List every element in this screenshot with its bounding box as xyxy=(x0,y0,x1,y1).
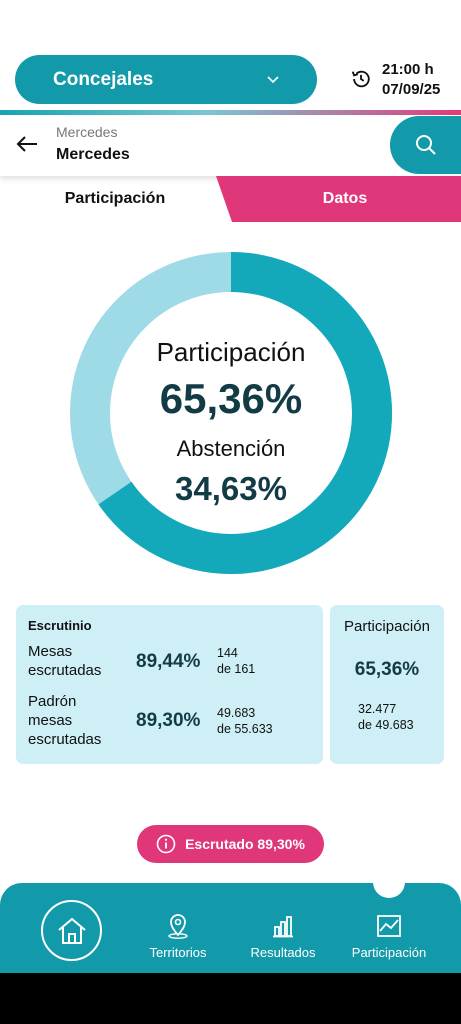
participation-arc xyxy=(70,252,392,574)
mesas-escrutadas-label: Mesas escrutadas xyxy=(28,642,101,680)
chevron-down-icon xyxy=(267,75,279,83)
search-icon xyxy=(415,135,436,155)
participation-card-title: Participación xyxy=(344,618,430,635)
location-search-bar: Mercedes Mercedes xyxy=(0,115,461,176)
scrutiny-card: Escrutinio Mesas escrutadas 89,44% 144 d… xyxy=(16,605,323,764)
padron-escrutadas-pct: 89,30% xyxy=(136,710,201,731)
mesas-escrutadas-detail: 144 de 161 xyxy=(217,645,255,677)
bar-chart-icon xyxy=(273,916,293,938)
padron-escrutadas-detail: 49.683 de 55.633 xyxy=(217,705,273,737)
padron-label-line: Padrón xyxy=(28,693,77,710)
home-button[interactable] xyxy=(41,900,102,961)
padron-total: de 55.633 xyxy=(217,722,273,736)
tab-datos-label: Datos xyxy=(322,190,368,207)
padron-count: 49.683 xyxy=(217,706,256,720)
search-input[interactable]: Mercedes xyxy=(56,146,130,163)
selector-label: Concejales xyxy=(53,68,154,90)
participation-card-pct: 65,36% xyxy=(354,659,420,680)
line-chart-icon xyxy=(377,915,401,937)
donut-center: Participación 65,36% Abstención 34,63% xyxy=(69,251,393,575)
nav-territorios[interactable]: Territorios xyxy=(123,913,233,965)
search-context-label: Mercedes xyxy=(56,124,118,140)
scrutiny-status-label: Escrutado 89,30% xyxy=(185,836,305,852)
history-clock-icon xyxy=(351,70,370,88)
search-button[interactable] xyxy=(390,116,461,174)
nav-indicator-dot xyxy=(373,866,405,898)
nav-resultados[interactable]: Resultados xyxy=(228,913,338,965)
nav-participacion-label: Participación xyxy=(351,945,427,960)
nav-territorios-label: Territorios xyxy=(149,945,207,960)
abstention-value: 34,63% xyxy=(175,470,287,507)
voters-total: de 49.683 xyxy=(358,718,414,732)
mesas-escrutadas-pct: 89,44% xyxy=(136,651,201,672)
abstention-label: Abstención xyxy=(176,436,286,461)
scrutiny-status-badge[interactable]: Escrutado 89,30% xyxy=(137,825,324,863)
voters-count: 32.477 xyxy=(358,702,397,716)
update-date: 07/09/25 xyxy=(382,81,441,98)
scrutiny-title: Escrutinio xyxy=(28,618,92,633)
participation-card: Participación 65,36% 32.477 de 49.683 xyxy=(330,605,444,764)
tab-datos-background xyxy=(216,176,461,222)
tab-participacion[interactable]: Participación xyxy=(0,176,230,222)
update-time: 21:00 h xyxy=(382,61,434,78)
mesas-label-line: Mesas xyxy=(28,643,73,660)
mesas-count: 144 xyxy=(217,646,238,660)
location-pin-icon xyxy=(168,914,188,939)
election-type-selector[interactable]: Concejales xyxy=(15,55,317,104)
home-icon xyxy=(57,917,86,944)
back-arrow-icon[interactable] xyxy=(16,135,38,153)
mesas-total: de 161 xyxy=(217,662,256,676)
participation-label: Participación xyxy=(156,337,306,367)
padron-label-line: escrutadas xyxy=(28,731,102,748)
participation-card-detail: 32.477 de 49.683 xyxy=(358,701,414,733)
participation-value: 65,36% xyxy=(159,375,303,422)
mesas-label-line: escrutadas xyxy=(28,662,102,679)
info-icon xyxy=(156,834,176,854)
padron-label-line: mesas xyxy=(28,712,73,729)
tab-participacion-label: Participación xyxy=(64,190,166,207)
padron-escrutadas-label: Padrón mesas escrutadas xyxy=(28,692,101,749)
tab-datos[interactable]: Datos xyxy=(214,176,461,222)
system-navigation-bar xyxy=(0,973,461,1024)
update-timestamp: 21:00 h 07/09/25 xyxy=(382,60,440,100)
participation-donut-chart xyxy=(70,252,392,574)
nav-resultados-label: Resultados xyxy=(250,945,316,960)
header-divider xyxy=(0,110,461,115)
nav-participacion[interactable]: Participación xyxy=(334,913,444,965)
